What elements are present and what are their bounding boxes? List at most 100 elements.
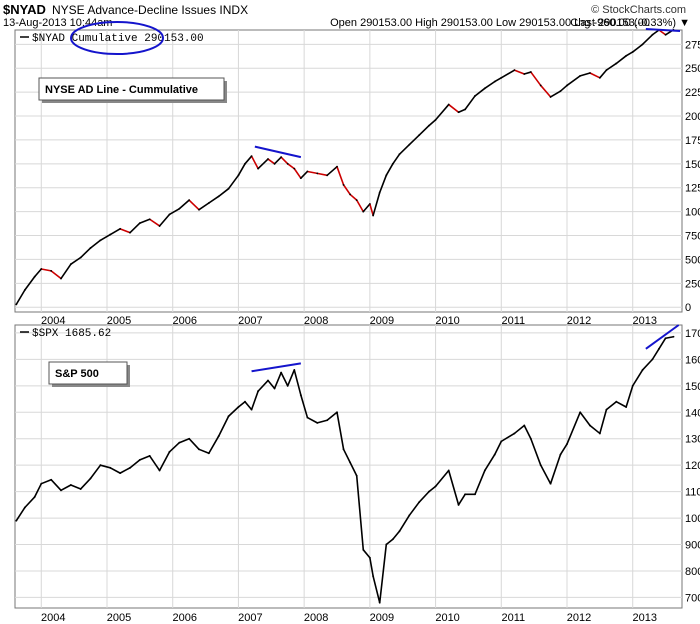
data-point — [79, 488, 82, 490]
data-point — [60, 277, 62, 280]
annotation-box — [38, 77, 225, 101]
series-segment — [139, 218, 151, 224]
series-segment — [651, 348, 660, 361]
series-segment — [428, 119, 437, 127]
series-segment — [257, 158, 269, 170]
data-point — [316, 421, 319, 424]
series-segment — [129, 459, 141, 469]
y-tick-label: 150K — [685, 159, 700, 171]
data-point — [342, 183, 345, 186]
data-point — [579, 411, 582, 414]
data-point — [286, 384, 289, 387]
data-point — [418, 134, 421, 137]
data-point — [273, 162, 276, 165]
series-segment — [464, 95, 476, 111]
series-segment — [129, 222, 141, 234]
series-segment — [217, 415, 230, 437]
data-point — [598, 432, 601, 435]
y-tick-label: 900 — [685, 540, 700, 552]
series-segment — [500, 432, 516, 443]
data-point — [99, 464, 102, 467]
series-segment — [631, 369, 644, 387]
series-segment — [257, 379, 269, 392]
series-segment — [227, 406, 240, 418]
series-segment — [605, 400, 618, 411]
data-point — [23, 506, 26, 509]
data-point — [69, 263, 72, 266]
series-segment — [484, 453, 496, 472]
data-point — [168, 213, 171, 216]
series-segment — [79, 477, 92, 490]
y-tick-label: 200K — [685, 111, 700, 123]
data-point — [119, 227, 122, 230]
series-segment — [474, 87, 486, 97]
data-point — [559, 90, 562, 93]
data-point — [418, 501, 421, 504]
annotation-label: NYSE AD Line - Cummulative — [45, 84, 198, 96]
series-segment — [326, 165, 338, 177]
data-point — [539, 464, 542, 467]
data-point — [40, 268, 43, 270]
y-tick-label: 1700 — [685, 328, 700, 340]
series-segment — [300, 394, 309, 419]
data-point — [589, 424, 591, 427]
series-segment — [362, 549, 371, 559]
series-segment — [188, 199, 200, 211]
data-point — [672, 335, 675, 338]
data-point — [326, 419, 329, 422]
data-point — [625, 406, 628, 408]
x-tick-label: 2011 — [501, 315, 525, 327]
series-segment — [615, 55, 627, 65]
x-tick-label: 2005 — [107, 315, 131, 327]
data-point — [188, 437, 191, 440]
x-tick-label: 2012 — [567, 315, 591, 327]
series-segment — [615, 400, 627, 408]
data-point — [355, 474, 358, 477]
legend: $NYAD Cumulative 290153.00 — [20, 33, 204, 45]
trendline-annotation — [645, 28, 681, 32]
series-segment — [280, 371, 289, 387]
data-point — [658, 347, 660, 350]
series-segment — [378, 543, 388, 604]
x-tick-label: 2011 — [501, 612, 525, 624]
data-point — [641, 369, 644, 371]
data-point — [605, 408, 608, 411]
series-segment — [148, 218, 161, 227]
x-tick-label: 2013 — [632, 315, 656, 327]
data-point — [198, 448, 200, 451]
series-segment — [355, 474, 365, 551]
x-tick-label: 2006 — [172, 612, 196, 624]
data-point — [651, 358, 654, 361]
series-segment — [237, 163, 246, 177]
data-point — [493, 80, 496, 83]
series-segment — [474, 469, 486, 496]
data-point — [428, 490, 430, 493]
series-segment — [398, 143, 411, 156]
series-segment — [605, 62, 618, 71]
y-tick-label: 1400 — [685, 407, 700, 419]
series-segment — [418, 124, 430, 136]
y-tick-label: 75000 — [685, 231, 700, 243]
series-segment — [579, 72, 591, 77]
data-point — [280, 371, 283, 374]
highlight-ellipse — [70, 21, 164, 55]
data-point — [368, 203, 371, 205]
series-segment — [599, 408, 608, 435]
series-segment — [70, 256, 82, 266]
data-point — [474, 95, 476, 97]
data-point — [244, 400, 246, 403]
series-segment — [385, 538, 394, 546]
data-point — [280, 156, 283, 159]
data-point — [483, 469, 486, 472]
data-point — [15, 303, 18, 306]
data-point — [148, 218, 151, 221]
series-segment — [139, 455, 151, 461]
series-segment — [293, 369, 302, 396]
series-segment — [33, 482, 43, 498]
data-point — [566, 84, 568, 87]
chart-title: NYSE Advance-Decline Issues INDX — [52, 3, 249, 17]
data-point — [50, 478, 53, 481]
data-point — [207, 452, 210, 455]
series-segment — [70, 484, 82, 490]
